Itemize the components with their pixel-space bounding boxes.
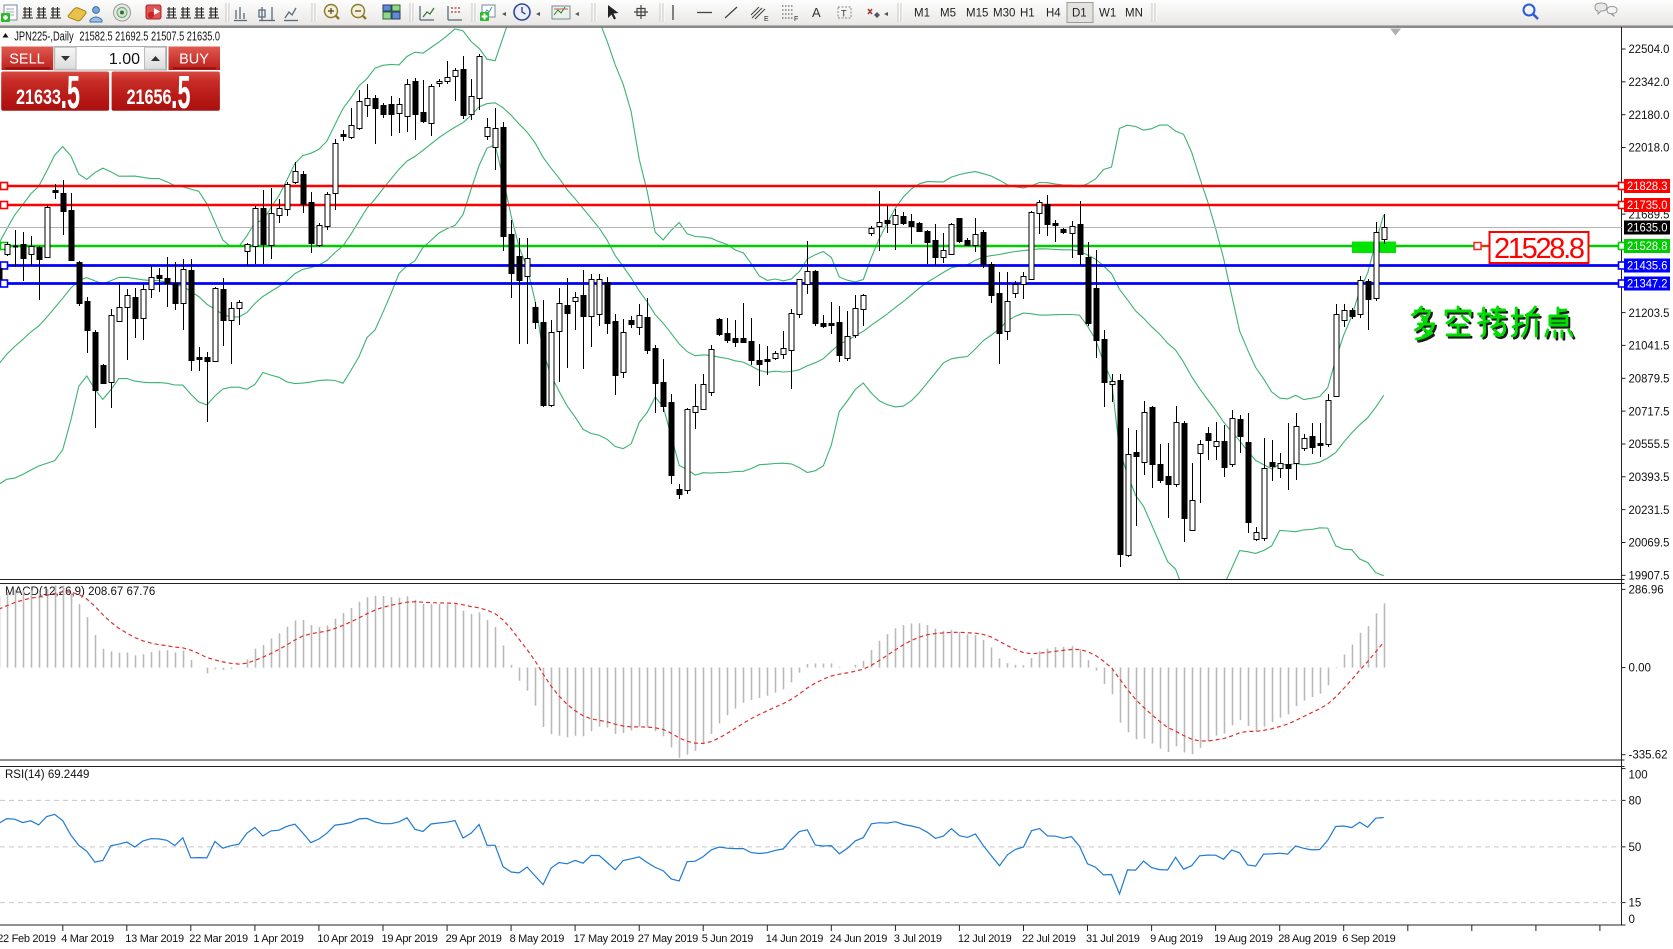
svg-text:M30: M30 [993, 8, 1015, 20]
svg-text:W1: W1 [1099, 8, 1116, 20]
svg-text:21582.5 21692.5 21507.5 21635.: 21582.5 21692.5 21507.5 21635.0 [79, 29, 220, 44]
svg-text:19907.5: 19907.5 [1629, 569, 1670, 583]
svg-text:1 Apr 2019: 1 Apr 2019 [253, 933, 303, 945]
svg-text:21203.5: 21203.5 [1629, 306, 1670, 320]
svg-text:0: 0 [1629, 914, 1635, 926]
svg-text:22 Mar 2019: 22 Mar 2019 [189, 933, 248, 945]
svg-text:BUY: BUY [179, 52, 209, 68]
svg-text:22018.0: 22018.0 [1629, 141, 1670, 155]
svg-text:0.00: 0.00 [1629, 663, 1651, 675]
svg-text:20717.5: 20717.5 [1629, 404, 1670, 418]
svg-text:21347.2: 21347.2 [1627, 279, 1668, 291]
svg-text:20069.5: 20069.5 [1629, 536, 1670, 550]
svg-text:14 Jun 2019: 14 Jun 2019 [766, 933, 823, 945]
svg-text:SELL: SELL [9, 52, 44, 68]
svg-text:M1: M1 [914, 8, 930, 20]
svg-text:H1: H1 [1020, 8, 1035, 20]
svg-text:286.96: 286.96 [1629, 584, 1664, 596]
svg-text:20555.5: 20555.5 [1629, 437, 1670, 451]
svg-text:F: F [794, 16, 798, 23]
svg-text:21528.8: 21528.8 [1627, 241, 1668, 253]
svg-text:21633: 21633 [16, 86, 61, 109]
svg-text:3 Jul 2019: 3 Jul 2019 [894, 933, 942, 945]
svg-text:4 Mar 2019: 4 Mar 2019 [61, 933, 114, 945]
svg-text:8 May 2019: 8 May 2019 [510, 933, 565, 945]
svg-text:100: 100 [1629, 770, 1648, 782]
svg-text:29 Apr 2019: 29 Apr 2019 [446, 933, 502, 945]
svg-text:21435.6: 21435.6 [1627, 261, 1668, 273]
svg-text:12 Jul 2019: 12 Jul 2019 [958, 933, 1012, 945]
svg-text:19 Aug 2019: 19 Aug 2019 [1214, 933, 1273, 945]
svg-text:21635.0: 21635.0 [1627, 223, 1668, 235]
svg-text:27 May 2019: 27 May 2019 [638, 933, 698, 945]
svg-text:5 Jun 2019: 5 Jun 2019 [702, 933, 754, 945]
svg-text:24 Jun 2019: 24 Jun 2019 [830, 933, 887, 945]
svg-text:MN: MN [1125, 8, 1143, 20]
svg-text:E: E [764, 16, 769, 23]
svg-text:20393.5: 20393.5 [1629, 470, 1670, 484]
svg-text:15: 15 [1629, 898, 1642, 910]
svg-text:.5: .5 [171, 66, 191, 118]
svg-text:D1: D1 [1072, 8, 1087, 20]
svg-text:-335.62: -335.62 [1629, 750, 1668, 762]
svg-text:MACD(12,26,9) 208.67 67.76: MACD(12,26,9) 208.67 67.76 [5, 586, 155, 598]
svg-text:21528.8: 21528.8 [1494, 233, 1585, 265]
svg-text:A: A [812, 5, 821, 20]
svg-text:22 Feb 2019: 22 Feb 2019 [0, 933, 56, 945]
svg-text:1.00: 1.00 [109, 51, 140, 68]
svg-text:13 Mar 2019: 13 Mar 2019 [125, 933, 184, 945]
svg-text:9 Aug 2019: 9 Aug 2019 [1150, 933, 1203, 945]
svg-text:50: 50 [1629, 842, 1642, 854]
svg-text:80: 80 [1629, 795, 1642, 807]
svg-text:H4: H4 [1046, 8, 1061, 20]
svg-text:RSI(14) 69.2449: RSI(14) 69.2449 [5, 769, 89, 781]
svg-text:10 Apr 2019: 10 Apr 2019 [317, 933, 373, 945]
svg-text:22180.0: 22180.0 [1629, 108, 1670, 122]
svg-text:T: T [841, 9, 847, 19]
svg-text:22342.0: 22342.0 [1629, 75, 1670, 89]
svg-text:21828.3: 21828.3 [1627, 181, 1668, 193]
svg-text:21041.5: 21041.5 [1629, 339, 1670, 353]
svg-text:M15: M15 [966, 8, 988, 20]
svg-text:22 Jul 2019: 22 Jul 2019 [1022, 933, 1076, 945]
svg-text:.5: .5 [61, 66, 81, 118]
svg-text:6 Sep 2019: 6 Sep 2019 [1342, 933, 1395, 945]
svg-text:JPN225-,Daily: JPN225-,Daily [14, 29, 74, 44]
svg-text:22504.0: 22504.0 [1629, 42, 1670, 56]
svg-text:21735.0: 21735.0 [1627, 200, 1668, 212]
svg-text:20231.5: 20231.5 [1629, 503, 1670, 517]
svg-text:31 Jul 2019: 31 Jul 2019 [1086, 933, 1140, 945]
svg-text:M5: M5 [940, 8, 956, 20]
svg-text:17 May 2019: 17 May 2019 [574, 933, 634, 945]
svg-text:28 Aug 2019: 28 Aug 2019 [1278, 933, 1337, 945]
svg-text:19 Apr 2019: 19 Apr 2019 [382, 933, 438, 945]
svg-text:20879.5: 20879.5 [1629, 372, 1670, 386]
svg-text:21656: 21656 [127, 86, 172, 109]
